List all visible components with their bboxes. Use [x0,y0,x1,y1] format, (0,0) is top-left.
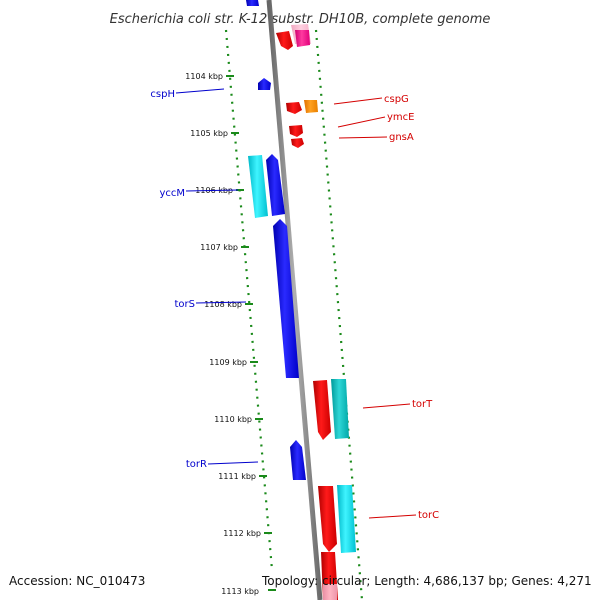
leader-line-torC [368,514,417,519]
gene-gnsA[interactable] [291,138,304,148]
tick-label: 1105 kbp [190,129,228,138]
gene-bottom-pink[interactable] [323,584,337,600]
gene-torT-teal[interactable] [331,379,349,439]
leader-line-cspG [333,97,383,105]
tick-label: 1107 kbp [200,243,238,252]
gene-cspG-red[interactable] [286,102,302,114]
gene-label-torC[interactable]: torC [418,510,439,521]
gene-cspG-orange[interactable] [304,100,318,113]
gene-label-ymcE[interactable]: ymcE [387,112,414,123]
tick-label: 1109 kbp [209,358,247,367]
gene-yccM-blue[interactable] [266,154,285,216]
leader-line-torT [362,403,411,409]
tick-label: 1110 kbp [214,415,252,424]
leader-line-ymcE [337,116,386,128]
gene-label-yccM[interactable]: yccM [159,188,185,199]
gene-label-gnsA[interactable]: gnsA [389,132,414,143]
tick-label: 1113 kbp [221,587,259,596]
gene-label-cspG[interactable]: cspG [384,94,409,105]
gene-torT-red[interactable] [313,380,331,440]
gene-ymcE[interactable] [289,125,303,137]
gene-top-magenta[interactable] [295,30,310,47]
genome-backbone [266,0,323,600]
tick-label: 1112 kbp [223,529,261,538]
tick-label: 1111 kbp [218,472,256,481]
gene-label-cspH[interactable]: cspH [150,89,175,100]
right-strand-genes [276,24,356,600]
topology-text: Topology: circular; Length: 4,686,137 bp… [262,574,592,588]
gene-torR[interactable] [290,440,306,480]
accession-text: Accession: NC_010473 [9,574,146,588]
gene-torS[interactable] [273,219,299,378]
leader-line-torR [207,461,259,465]
gene-cspH[interactable] [258,78,271,90]
map-title: Escherichia coli str. K-12 substr. DH10B… [110,12,491,27]
leader-line-gnsA [338,136,388,139]
gene-label-torT[interactable]: torT [412,399,433,410]
leader-line-yccM [185,189,239,192]
gene-label-torR[interactable]: torR [186,459,207,470]
gene-torC-red[interactable] [318,486,337,552]
gene-top-red[interactable] [276,31,293,50]
gene-top-blue[interactable] [246,0,259,6]
leader-line-torS [195,301,247,304]
right-gene-labels: cspG ymcE gnsA torT torC [333,94,439,521]
tick-marks [226,75,276,591]
tick-label: 1104 kbp [185,72,223,81]
gene-yccM-cyan[interactable] [248,155,268,218]
left-gene-labels: cspH yccM torS torR [150,88,259,470]
gene-torC-cyan[interactable] [337,485,356,553]
tick-label: 1108 kbp [204,300,242,309]
leader-line-cspH [175,88,225,94]
gene-label-torS[interactable]: torS [175,299,196,310]
tick-labels: 1104 kbp 1105 kbp 1106 kbp 1107 kbp 1108… [185,72,261,596]
left-strand-genes [246,0,306,480]
